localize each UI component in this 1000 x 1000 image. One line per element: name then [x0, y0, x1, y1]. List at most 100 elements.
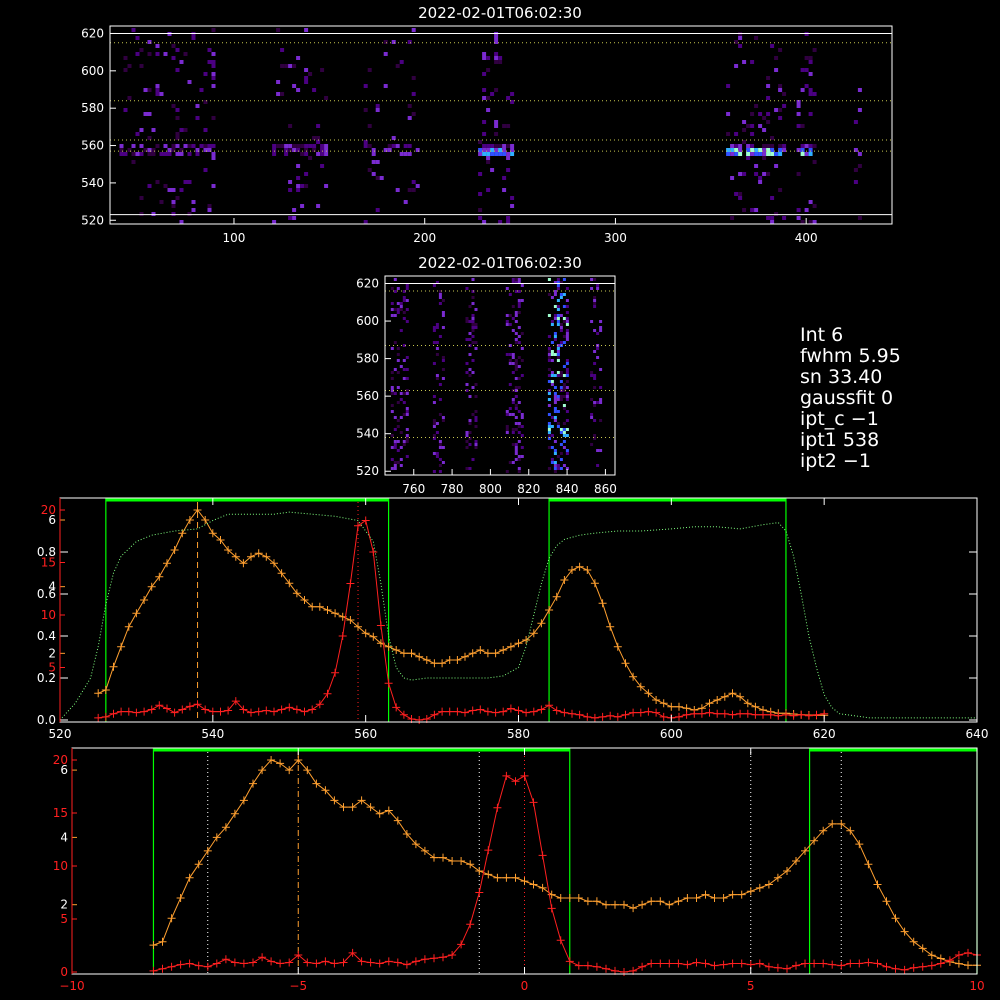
- heatmap-cell: [393, 278, 397, 281]
- heatmap-cell: [596, 356, 600, 359]
- heatmap-cell: [800, 220, 805, 224]
- series-point-orange: [511, 873, 520, 882]
- heatmap-cell: [490, 92, 495, 96]
- series-point-orange: [399, 649, 408, 658]
- heatmap-cell: [411, 112, 416, 116]
- heatmap-cell: [734, 148, 739, 152]
- heatmap-cell: [441, 311, 445, 314]
- heatmap-cell: [754, 208, 759, 212]
- heatmap-cell: [441, 359, 445, 362]
- heatmap-cell: [520, 446, 524, 449]
- y-tick-label: 580: [356, 352, 379, 366]
- series-point-orange: [736, 692, 745, 701]
- x-tick-label: −10: [59, 979, 84, 993]
- heatmap-cell: [746, 148, 751, 152]
- series-point-orange: [208, 529, 217, 538]
- series-point-orange: [339, 803, 348, 812]
- heatmap-cell: [808, 112, 813, 116]
- heatmap-cell: [550, 425, 554, 428]
- heatmap-cell: [292, 208, 297, 212]
- heatmap-cell: [432, 341, 436, 344]
- heatmap-cell: [547, 413, 551, 416]
- series-point-orange: [303, 766, 312, 775]
- series-point-red: [267, 957, 276, 966]
- heatmap-cell: [502, 188, 507, 192]
- heatmap-cell: [396, 440, 400, 443]
- series-point-red: [203, 962, 212, 971]
- heatmap-cell: [758, 124, 763, 128]
- heatmap-cell: [550, 383, 554, 386]
- heatmap-cell: [474, 443, 478, 446]
- series-point-orange: [224, 546, 233, 554]
- heatmap-cell: [547, 368, 551, 371]
- heatmap-cell: [402, 413, 406, 416]
- heatmap-cell: [562, 464, 566, 467]
- heatmap-cell: [402, 359, 406, 362]
- heatmap-cell: [593, 296, 597, 299]
- heatmap-cell: [550, 353, 554, 356]
- heatmap-cell: [738, 196, 743, 200]
- series-point-red: [602, 964, 610, 973]
- series-point-orange: [659, 699, 668, 708]
- heatmap-cell: [471, 386, 475, 389]
- heatmap-cell: [559, 374, 563, 377]
- profile-panel-wavelength: 520 540 560 580 600 620 640 0.0 0.2 0.4 0.6 0.8 5 10 1…: [37, 497, 988, 741]
- heatmap-cell: [396, 425, 400, 428]
- heatmap-cell: [375, 104, 380, 108]
- heatmap-cell: [167, 188, 172, 192]
- heatmap-cell: [562, 440, 566, 443]
- heatmap-cell: [514, 320, 518, 323]
- heatmap-cell: [379, 176, 384, 180]
- heatmap-cell: [207, 148, 212, 152]
- heatmap-cell: [565, 452, 569, 455]
- series-point-orange: [652, 696, 661, 704]
- series-point-orange: [94, 689, 103, 698]
- heatmap-cell: [553, 452, 557, 455]
- heatmap-cell: [292, 216, 297, 220]
- heatmap-cell: [547, 347, 551, 350]
- heatmap-cell: [562, 395, 566, 398]
- fit-info-panel: Int 6 fwhm 5.95 sn 33.40 gaussfit 0 ipt_…: [800, 324, 901, 472]
- heatmap-cell: [593, 362, 597, 365]
- series-point-orange: [384, 806, 393, 815]
- heatmap-cell: [471, 371, 475, 374]
- heatmap-panel-wide: 2022-02-01T06:02:30 100 200 300 400 520 540 56…: [81, 4, 893, 245]
- heatmap-cell: [407, 104, 412, 108]
- heatmap-cell: [175, 108, 180, 112]
- heatmap-cell: [478, 152, 483, 156]
- heatmap-cell: [734, 64, 739, 68]
- series-point-red: [620, 968, 628, 976]
- heatmap-cell: [490, 152, 495, 156]
- y-tick-label-orange: 6: [60, 763, 68, 777]
- series-point-orange: [737, 890, 746, 899]
- heatmap-cell: [750, 148, 755, 152]
- series-point-orange: [124, 622, 133, 631]
- heatmap-cell: [508, 323, 512, 326]
- series-point-red: [690, 709, 699, 718]
- series-point-red: [315, 700, 324, 709]
- heatmap-cell: [486, 160, 491, 164]
- series-point-red: [420, 955, 429, 964]
- heatmap-cell: [730, 176, 735, 180]
- heatmap-cell: [171, 56, 176, 60]
- heatmap-cell: [396, 419, 400, 422]
- heatmap-cell: [746, 144, 751, 148]
- heatmap-cell: [288, 216, 293, 220]
- series-point-orange: [728, 689, 737, 698]
- info-line-int: Int 6: [800, 324, 843, 346]
- heatmap-cell: [296, 148, 301, 152]
- heatmap-cell: [363, 220, 368, 224]
- heatmap-cell: [441, 368, 445, 371]
- heatmap-cell: [486, 56, 491, 60]
- heatmap-cell: [494, 144, 499, 148]
- heatmap-cell: [726, 148, 731, 152]
- heatmap-cell: [734, 192, 739, 196]
- heatmap-cell: [468, 338, 472, 341]
- heatmap-cell: [393, 443, 397, 446]
- heatmap-cell: [556, 395, 560, 398]
- heatmap-cell: [474, 395, 478, 398]
- heatmap-cell: [207, 204, 212, 208]
- heatmap-cell: [402, 443, 406, 446]
- heatmap-cell: [857, 164, 862, 168]
- heatmap-cell: [211, 84, 216, 88]
